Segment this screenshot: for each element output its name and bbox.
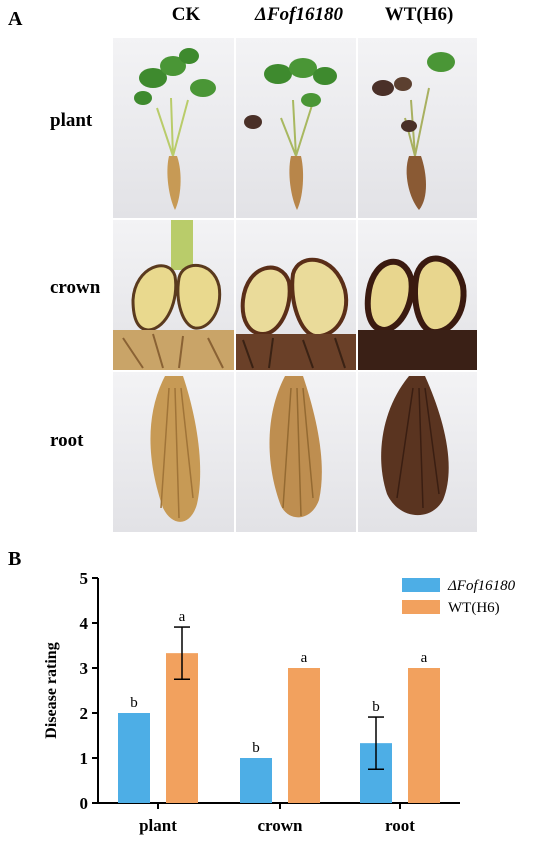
row-header-root: root (50, 430, 84, 451)
y-tick-label: 2 (80, 704, 89, 723)
photo-crown-mutant (236, 220, 356, 370)
bar (240, 758, 272, 803)
row-header-plant: plant (50, 110, 93, 131)
x-tick-label: crown (257, 816, 303, 835)
photo-root-wildtype (358, 372, 477, 532)
y-tick-label: 4 (80, 614, 89, 633)
panel-a-label: A (8, 8, 23, 30)
legend-swatch (402, 600, 440, 614)
column-header-ck: CK (171, 4, 201, 25)
column-header-wildtype: WT(H6) (384, 4, 454, 25)
legend-swatch (402, 578, 440, 592)
panel-b-label: B (8, 548, 22, 570)
significance-letter: b (252, 740, 260, 756)
photo-grid (113, 38, 477, 532)
bar (288, 668, 320, 803)
significance-letter: a (179, 609, 186, 625)
y-tick-label: 0 (80, 794, 89, 813)
photo-plant-wildtype (358, 38, 477, 218)
legend-label: WT(H6) (448, 600, 500, 616)
row-header-crown: crown (50, 277, 101, 298)
photo-root-mutant (236, 372, 356, 532)
photo-crown-wildtype (358, 220, 477, 370)
significance-letter: b (130, 695, 138, 711)
x-tick-label: root (385, 816, 415, 835)
significance-letter: a (301, 650, 308, 666)
bar (118, 713, 150, 803)
significance-letter: a (421, 650, 428, 666)
bar (408, 668, 440, 803)
bar-chart: 0 1 2 3 4 5 Disease rating plant crown root b a b a b… (43, 569, 516, 835)
significance-letter: b (372, 699, 380, 715)
photo-root-ck (113, 372, 234, 532)
y-tick-label: 1 (80, 749, 89, 768)
photo-crown-ck (113, 220, 234, 370)
y-tick-label: 5 (80, 569, 89, 588)
legend-label: ΔFof16180 (447, 578, 516, 594)
x-tick-label: plant (139, 816, 177, 835)
y-tick-label: 3 (80, 659, 89, 678)
column-header-mutant: ΔFof16180 (255, 4, 343, 25)
y-axis-title: Disease rating (43, 642, 60, 738)
photo-plant-ck (113, 38, 234, 218)
photo-plant-mutant (236, 38, 356, 218)
